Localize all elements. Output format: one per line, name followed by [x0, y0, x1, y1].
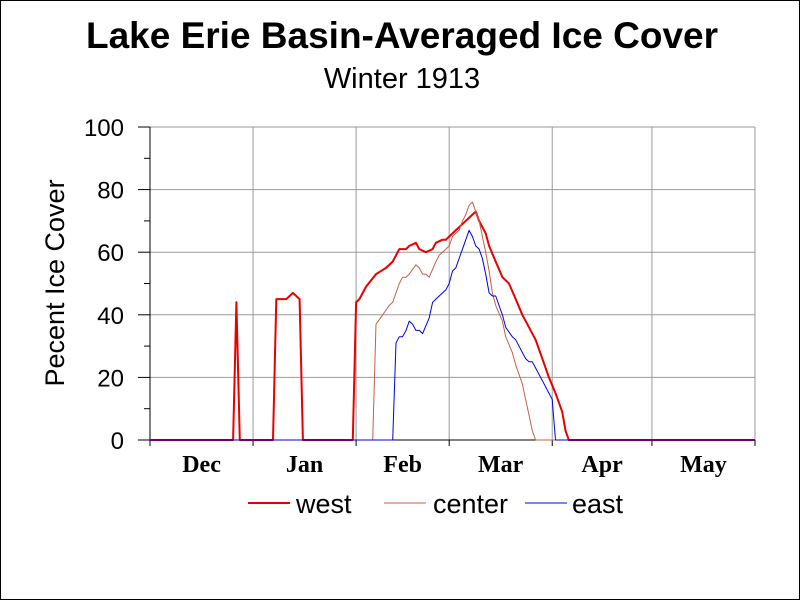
- x-tick-label: May: [680, 452, 727, 478]
- y-tick-label: 100: [84, 115, 124, 142]
- y-tick-label: 60: [97, 240, 124, 267]
- series-lines: [150, 201, 755, 441]
- legend-label-west: west: [295, 489, 352, 519]
- x-tick-label: Mar: [478, 452, 524, 478]
- series-line-east: [150, 229, 755, 441]
- y-tick-label: 80: [97, 178, 124, 205]
- x-tick-label: Dec: [182, 452, 221, 478]
- chart-title: Lake Erie Basin-Averaged Ice Cover: [86, 15, 718, 56]
- y-axis-label: Pecent Ice Cover: [40, 179, 70, 386]
- chart-subtitle: Winter 1913: [324, 63, 480, 95]
- y-tick-label: 0: [111, 428, 124, 455]
- y-tick-labels: 0 20 40 60 80 100: [84, 115, 124, 455]
- x-tick-label: Apr: [581, 452, 623, 478]
- legend-label-center: center: [433, 489, 508, 519]
- x-tick-label: Jan: [286, 452, 323, 478]
- legend-label-east: east: [572, 489, 624, 519]
- x-tick-label: Feb: [383, 452, 422, 478]
- y-tick-label: 20: [97, 365, 124, 392]
- series-line-west: [150, 210, 755, 441]
- y-tick-label: 40: [97, 303, 124, 330]
- axes: [138, 126, 756, 446]
- series-line-center: [150, 201, 755, 441]
- legend: west center east: [248, 489, 624, 519]
- x-tick-labels: Dec Jan Feb Mar Apr May: [182, 452, 727, 478]
- grid-lines: [150, 126, 756, 440]
